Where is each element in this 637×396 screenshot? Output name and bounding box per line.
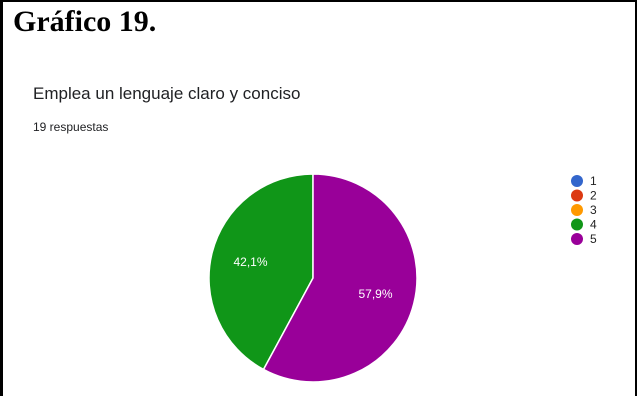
legend-label-2: 2	[590, 189, 597, 203]
legend-marker-2	[571, 189, 583, 202]
question-title: Emplea un lenguaje claro y conciso	[33, 84, 301, 103]
legend-marker-3	[571, 204, 583, 216]
legend-marker-4	[571, 218, 583, 231]
slice-percent-label-5: 57,9%	[358, 287, 392, 301]
legend-marker-5	[571, 233, 583, 245]
legend-label-1: 1	[590, 174, 597, 188]
response-count: 19 respuestas	[33, 120, 109, 134]
legend-label-4: 4	[590, 218, 597, 232]
legend-label-5: 5	[590, 232, 597, 246]
slice-percent-label-4: 42,1%	[233, 255, 267, 269]
pie-slice-4[interactable]	[208, 173, 314, 371]
document-heading: Gráfico 19.	[13, 5, 157, 38]
legend-marker-1	[571, 175, 583, 187]
pie-slice-5[interactable]	[262, 173, 418, 383]
legend-label-3: 3	[590, 203, 597, 217]
